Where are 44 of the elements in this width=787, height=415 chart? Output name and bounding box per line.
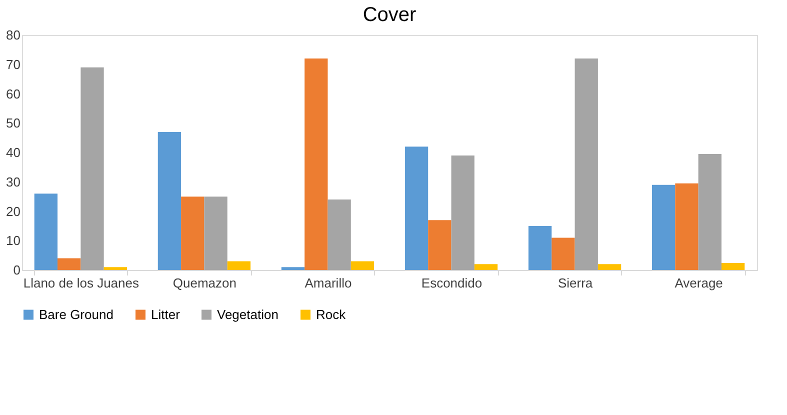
bar [574, 58, 598, 270]
bar [281, 267, 305, 270]
bar [451, 155, 474, 270]
bar [598, 264, 622, 270]
bar [181, 196, 204, 270]
bar [227, 261, 251, 270]
bar [80, 67, 104, 270]
bar [675, 183, 698, 270]
y-tick-label: 0 [13, 262, 20, 278]
legend-label: Vegetation [217, 306, 278, 322]
bar [58, 258, 81, 270]
y-tick-label: 60 [6, 86, 20, 102]
y-tick-label: 10 [6, 233, 20, 248]
bar [34, 194, 58, 270]
legend-label: Litter [151, 306, 181, 322]
x-tick-label: Amarillo [304, 276, 352, 290]
bar [404, 146, 428, 270]
bar [350, 261, 374, 270]
y-tick-label: 50 [6, 116, 20, 131]
bar [528, 226, 552, 270]
y-tick-label: 40 [6, 145, 20, 160]
x-tick-label: Escondido [421, 276, 482, 290]
bar [652, 184, 676, 270]
bar [304, 58, 328, 270]
x-tick-label: Average [674, 276, 723, 290]
y-tick-label: 80 [6, 28, 20, 42]
x-tick-label: Quemazon [172, 276, 237, 290]
x-tick-label: Sierra [558, 276, 594, 290]
bar [474, 264, 498, 270]
bar [158, 132, 182, 270]
bar [328, 200, 351, 270]
x-tick-label: Llano de los Juanes [23, 276, 140, 290]
bar [552, 238, 575, 270]
legend-label: Rock [316, 306, 346, 322]
legend-label: Bare Ground [39, 306, 114, 322]
bar [104, 267, 127, 270]
chart-title: Cover [362, 4, 417, 26]
bar [204, 196, 228, 270]
bar [721, 262, 745, 270]
bar [698, 154, 722, 270]
y-tick-label: 70 [6, 56, 20, 72]
y-tick-label: 30 [6, 174, 20, 190]
bar [428, 220, 452, 270]
y-tick-label: 20 [6, 204, 20, 219]
